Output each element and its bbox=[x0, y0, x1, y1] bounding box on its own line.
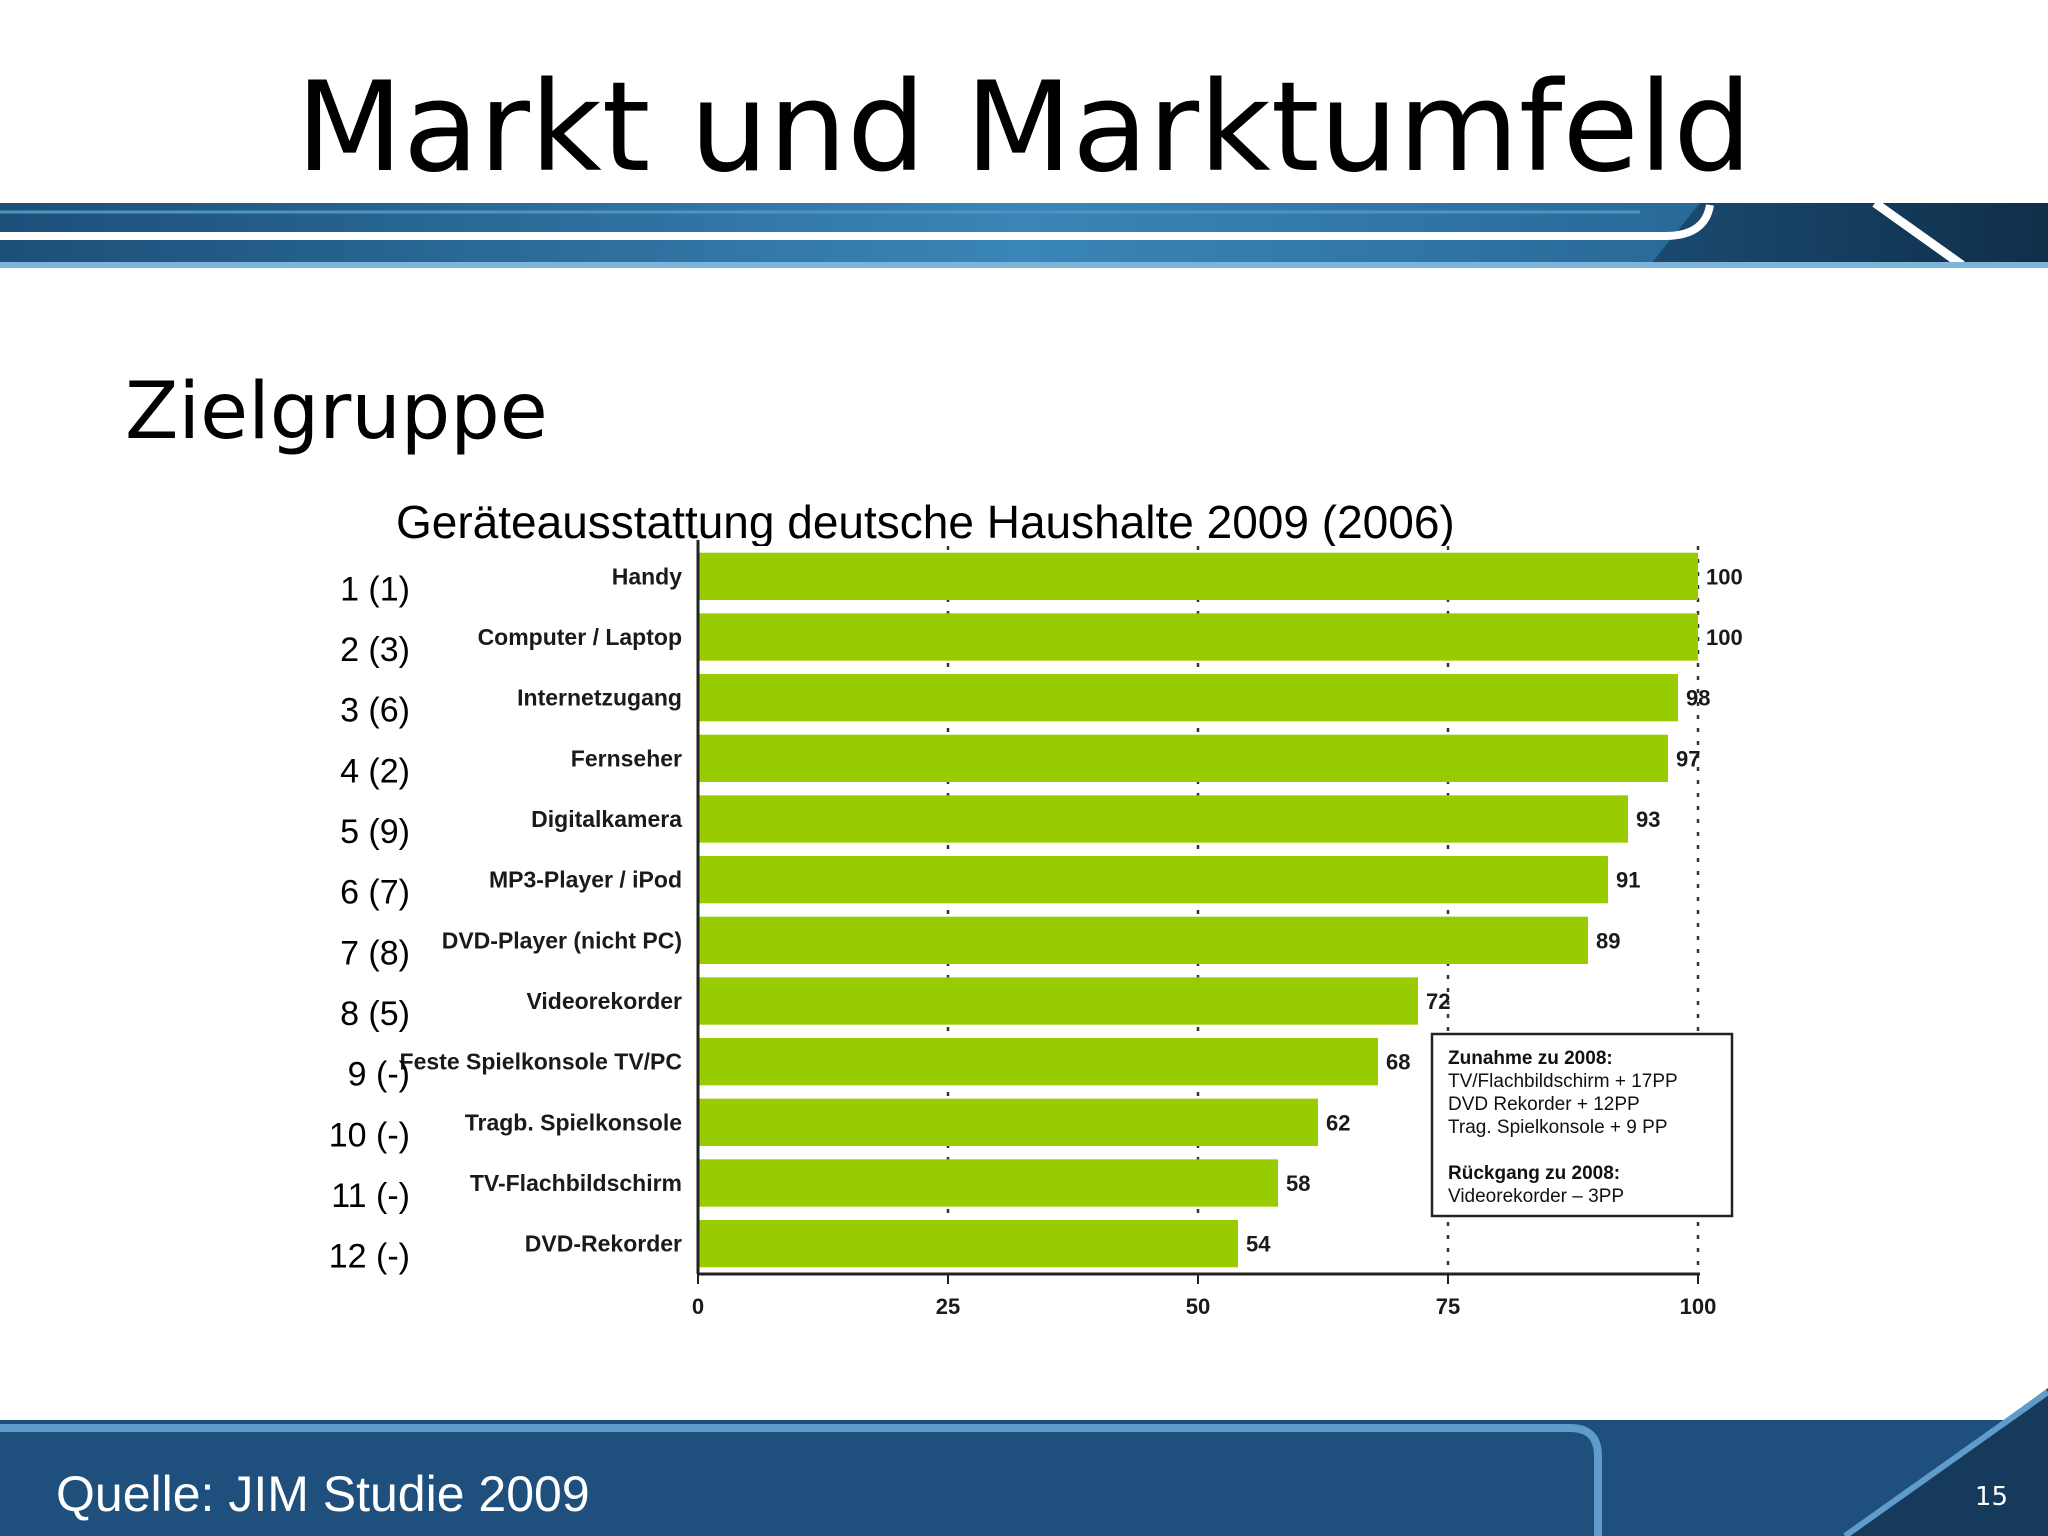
x-tick-label: 25 bbox=[936, 1294, 960, 1319]
data-label: 58 bbox=[1286, 1171, 1310, 1196]
rank-label: 8 (5) bbox=[340, 995, 410, 1033]
page-number: 15 bbox=[1974, 1482, 2008, 1512]
bar bbox=[698, 1098, 1318, 1146]
x-tick-label: 50 bbox=[1186, 1294, 1210, 1319]
data-label: 62 bbox=[1326, 1110, 1350, 1135]
bar bbox=[698, 734, 1668, 782]
bar bbox=[698, 795, 1628, 843]
chart-title: Geräteausstattung deutsche Haushalte 200… bbox=[396, 496, 1455, 546]
data-label: 93 bbox=[1636, 807, 1660, 832]
bar bbox=[698, 613, 1698, 661]
category-label: Feste Spielkonsole TV/PC bbox=[400, 1049, 682, 1075]
rank-label: 5 (9) bbox=[340, 813, 410, 851]
category-label: Digitalkamera bbox=[531, 806, 682, 832]
rank-label: 11 (-) bbox=[331, 1177, 410, 1215]
bar bbox=[698, 977, 1418, 1025]
footer-source: Quelle: JIM Studie 2009 bbox=[56, 1466, 590, 1522]
bar bbox=[698, 1220, 1238, 1268]
x-tick-label: 100 bbox=[1680, 1294, 1717, 1319]
rank-label: 1 (1) bbox=[340, 570, 410, 608]
data-label: 97 bbox=[1676, 746, 1700, 771]
category-label: Handy bbox=[612, 563, 683, 589]
data-label: 91 bbox=[1616, 868, 1640, 893]
data-label: 54 bbox=[1246, 1232, 1271, 1257]
rank-label: 6 (7) bbox=[340, 874, 410, 912]
annotation-increase-title: Zunahme zu 2008: bbox=[1448, 1048, 1613, 1069]
category-label: DVD-Rekorder bbox=[525, 1231, 682, 1257]
rank-label: 2 (3) bbox=[340, 631, 410, 669]
footer-band bbox=[0, 1388, 2048, 1536]
bar bbox=[698, 674, 1678, 722]
data-label: 100 bbox=[1706, 564, 1743, 589]
rank-label: 10 (-) bbox=[329, 1116, 410, 1154]
category-label: MP3-Player / iPod bbox=[489, 867, 682, 893]
rank-label: 3 (6) bbox=[340, 692, 410, 730]
data-label: 72 bbox=[1426, 989, 1450, 1014]
x-tick-label: 75 bbox=[1436, 1294, 1460, 1319]
header-band bbox=[0, 199, 2048, 269]
data-label: 98 bbox=[1686, 686, 1710, 711]
slide-title: Markt und Marktumfeld bbox=[296, 56, 1752, 200]
rank-label: 7 (8) bbox=[340, 934, 410, 972]
rank-label: 4 (2) bbox=[340, 752, 410, 790]
category-label: Tragb. Spielkonsole bbox=[465, 1109, 682, 1135]
bar bbox=[698, 916, 1588, 964]
rank-label: 12 (-) bbox=[329, 1238, 410, 1276]
category-label: DVD-Player (nicht PC) bbox=[442, 927, 682, 953]
category-label: Computer / Laptop bbox=[478, 624, 682, 650]
x-tick-label: 0 bbox=[692, 1294, 704, 1319]
annotation-line: Trag. Spielkonsole + 9 PP bbox=[1448, 1117, 1668, 1138]
annotation-box bbox=[1430, 1032, 1734, 1218]
bar bbox=[698, 856, 1608, 904]
rank-label: 9 (-) bbox=[348, 1056, 410, 1094]
data-label: 68 bbox=[1386, 1050, 1410, 1075]
bar bbox=[698, 1159, 1278, 1207]
category-label: TV-Flachbildschirm bbox=[470, 1170, 682, 1196]
annotation-line: DVD Rekorder + 12PP bbox=[1448, 1094, 1640, 1115]
category-label: Internetzugang bbox=[517, 685, 682, 711]
annotation-line: TV/Flachbildschirm + 17PP bbox=[1448, 1071, 1678, 1092]
data-label: 100 bbox=[1706, 625, 1743, 650]
bar bbox=[698, 1038, 1378, 1086]
annotation-decrease-title: Rückgang zu 2008: bbox=[1448, 1163, 1620, 1184]
annotation-line: Videorekorder – 3PP bbox=[1448, 1186, 1624, 1207]
bar bbox=[698, 552, 1698, 600]
category-label: Fernseher bbox=[571, 745, 682, 771]
category-label: Videorekorder bbox=[526, 988, 682, 1014]
data-label: 89 bbox=[1596, 928, 1620, 953]
slide-subtitle: Zielgruppe bbox=[125, 367, 548, 457]
